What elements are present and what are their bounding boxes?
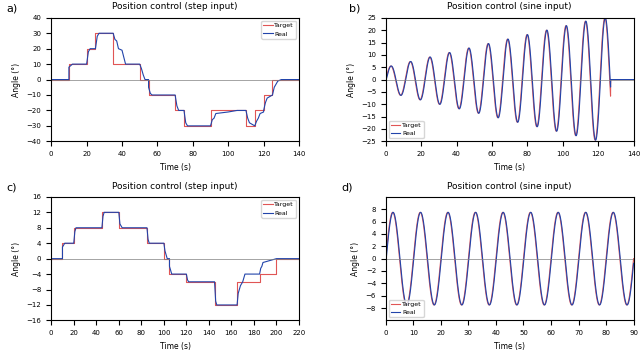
Legend: Target, Real: Target, Real (389, 121, 424, 138)
Text: a): a) (6, 4, 18, 14)
Y-axis label: Angle (°): Angle (°) (12, 63, 21, 96)
Legend: Target, Real: Target, Real (261, 200, 296, 218)
Y-axis label: Angle (°): Angle (°) (12, 242, 21, 276)
Text: b): b) (349, 4, 360, 14)
X-axis label: Time (s): Time (s) (494, 163, 525, 172)
Text: d): d) (341, 183, 353, 193)
Title: Position control (sine input): Position control (sine input) (447, 2, 572, 11)
Title: Position control (step input): Position control (step input) (113, 182, 238, 190)
X-axis label: Time (s): Time (s) (494, 342, 525, 351)
Legend: Target, Real: Target, Real (261, 21, 296, 38)
Text: c): c) (6, 183, 17, 193)
Y-axis label: Angle (°): Angle (°) (351, 242, 360, 276)
Y-axis label: Angle (°): Angle (°) (347, 63, 356, 96)
Title: Position control (step input): Position control (step input) (113, 2, 238, 11)
Legend: Target, Real: Target, Real (389, 300, 424, 317)
X-axis label: Time (s): Time (s) (159, 342, 191, 351)
Title: Position control (sine input): Position control (sine input) (447, 182, 572, 190)
X-axis label: Time (s): Time (s) (159, 163, 191, 172)
